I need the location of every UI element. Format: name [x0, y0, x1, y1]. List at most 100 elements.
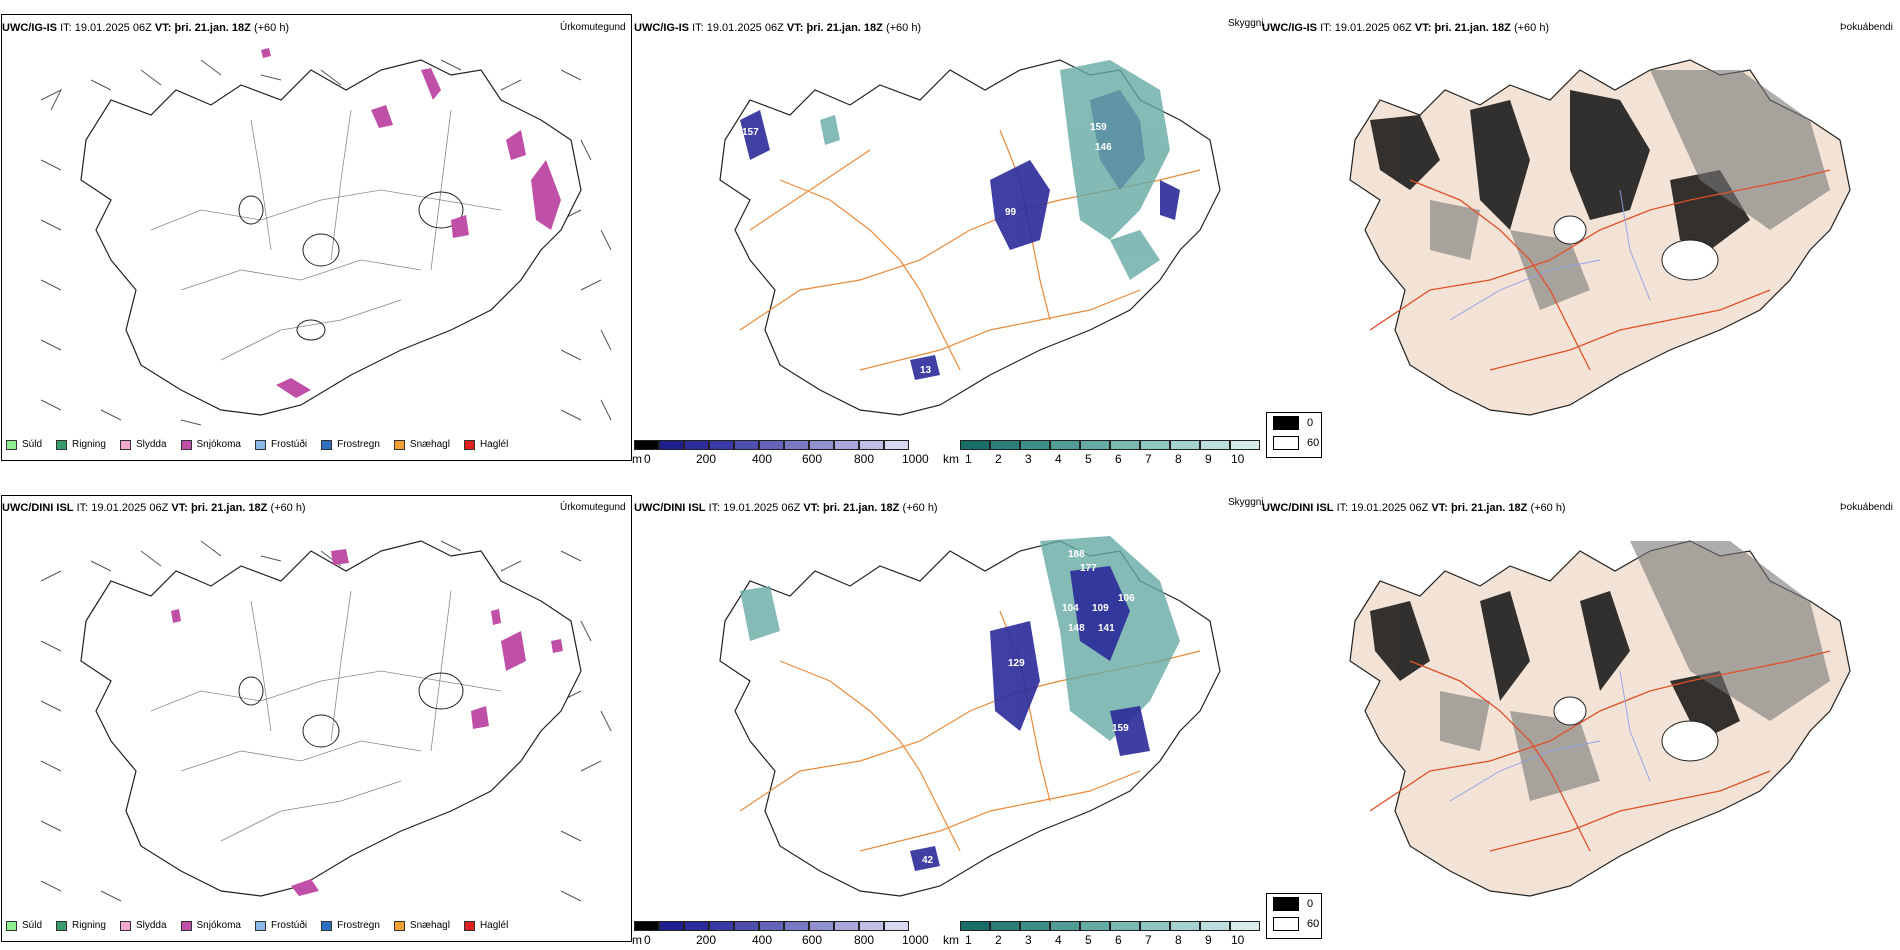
legend-swatch — [321, 439, 333, 450]
legend-item: Snjókoma — [180, 920, 241, 931]
ceiling-cbar-seg — [834, 921, 859, 931]
visibility-label: 109 — [1092, 603, 1109, 614]
ceiling-cbar-seg — [709, 921, 734, 931]
visibility-cbar-seg — [1020, 921, 1050, 931]
visibility-tick: 3 — [1025, 933, 1032, 947]
visibility-tick: 5 — [1085, 452, 1092, 466]
visibility-label: 139 — [1045, 172, 1062, 183]
visibility-label: 106 — [1118, 593, 1135, 604]
visibility-tick: 1 — [965, 452, 972, 466]
legend-swatch — [463, 920, 475, 931]
fog-title: Þokuábendi — [1840, 22, 1893, 33]
fog-key-row: 0 — [1267, 894, 1321, 914]
visibility-tick: 2 — [995, 933, 1002, 947]
fog-key: 0 60 — [1266, 893, 1322, 939]
visibility-cbar-seg — [1050, 440, 1080, 450]
ceiling-tick: 800 — [854, 452, 875, 466]
fog-key-row: 60 — [1267, 433, 1321, 453]
visibility-title: Skyggni — [1228, 18, 1264, 29]
visibility-label: 104 — [1062, 603, 1079, 614]
visibility-ticks: km 1 2 3 4 5 6 7 8 9 10 — [943, 452, 1263, 468]
ceiling-colorbar — [634, 921, 934, 931]
ceiling-cbar-seg — [884, 921, 909, 931]
visibility-tick: 3 — [1025, 452, 1032, 466]
precip-title: Úrkomutegund — [560, 22, 626, 33]
fog-key-swatch — [1273, 416, 1299, 430]
panel-header: UWC/DINI ISL IT: 19.01.2025 06Z VT: þri.… — [2, 502, 306, 514]
visibility-cbar-seg — [990, 440, 1020, 450]
fog-key-swatch — [1273, 917, 1299, 931]
visibility-label: 129 — [1008, 658, 1025, 669]
ceiling-cbar-seg — [759, 440, 784, 450]
panel-header: UWC/IG-IS IT: 19.01.2025 06Z VT: þri. 21… — [634, 22, 922, 34]
visibility-tick: 2 — [995, 452, 1002, 466]
visibility-cbar-seg — [1110, 921, 1140, 931]
visibility-colorbar — [960, 921, 1260, 931]
legend-item: Snjókoma — [180, 439, 241, 450]
visibility-label: 177 — [1080, 563, 1097, 574]
visibility-cbar-seg — [1230, 440, 1260, 450]
visibility-label: 159 — [1090, 122, 1107, 133]
ceiling-cbar-seg — [834, 440, 859, 450]
legend-swatch — [393, 920, 405, 931]
visibility-cbar-seg — [960, 921, 990, 931]
fog-key: 0 60 — [1266, 412, 1322, 458]
ceiling-tick: 200 — [696, 452, 717, 466]
visibility-cbar-seg — [1140, 440, 1170, 450]
visibility-tick: 6 — [1115, 933, 1122, 947]
visibility-ticks: km 1 2 3 4 5 6 7 8 9 10 — [943, 933, 1263, 949]
legend-item: Frostregn — [321, 439, 380, 450]
legend-swatch — [180, 920, 192, 931]
ceiling-tick: 1000 — [902, 452, 929, 466]
visibility-tick: 10 — [1231, 933, 1245, 947]
visibility-cbar-seg — [990, 921, 1020, 931]
ceiling-ticks: m 0 200 400 600 800 1000 — [632, 933, 942, 949]
visibility-label: 188 — [1068, 549, 1085, 560]
ceiling-cbar-seg — [784, 921, 809, 931]
visibility-map: 188 177 104 109 106 129 148 141 159 42 — [719, 536, 1221, 897]
fog-key-swatch — [1273, 436, 1299, 450]
visibility-tick: 6 — [1115, 452, 1122, 466]
precip-panel-frame — [1, 14, 632, 461]
visibility-tick: 1 — [965, 933, 972, 947]
visibility-label: 141 — [1098, 623, 1115, 634]
visibility-tick: 8 — [1175, 452, 1182, 466]
ceiling-tick: 1000 — [902, 933, 929, 947]
legend-item: Slydda — [119, 439, 167, 450]
fog-title: Þokuábendi — [1840, 502, 1893, 513]
panel-header: UWC/DINI ISL IT: 19.01.2025 06Z VT: þri.… — [634, 502, 938, 514]
ceiling-tick: 200 — [696, 933, 717, 947]
visibility-label: 159 — [1112, 723, 1129, 734]
legend-swatch — [463, 439, 475, 450]
ceiling-cbar-seg — [659, 921, 684, 931]
ceiling-cbar-seg — [884, 440, 909, 450]
legend-swatch — [254, 920, 266, 931]
visibility-tick: 5 — [1085, 933, 1092, 947]
ceiling-cbar-seg — [709, 440, 734, 450]
legend-item: Haglél — [463, 920, 508, 931]
legend-swatch — [180, 439, 192, 450]
legend-item: Rigning — [56, 920, 106, 931]
precip-panel-frame — [1, 495, 632, 942]
ceiling-cbar-seg — [734, 440, 759, 450]
legend-item: Frostúði — [254, 920, 307, 931]
visibility-tick: 9 — [1205, 933, 1212, 947]
ceiling-tick: 400 — [752, 452, 773, 466]
visibility-label: 231 — [725, 162, 742, 173]
legend-item: Frostregn — [321, 920, 380, 931]
panel-header: UWC/DINI ISL IT: 19.01.2025 06Z VT: þri.… — [1262, 502, 1566, 514]
ceiling-colorbar — [634, 440, 934, 450]
ceiling-tick: 400 — [752, 933, 773, 947]
precip-map — [40, 48, 612, 426]
visibility-unit: km — [943, 452, 959, 466]
ceiling-cbar-seg — [659, 440, 684, 450]
visibility-cbar-seg — [1050, 921, 1080, 931]
visibility-label: 13 — [920, 365, 932, 376]
legend-item: Slydda — [119, 920, 167, 931]
visibility-tick: 7 — [1145, 452, 1152, 466]
visibility-cbar-seg — [1110, 440, 1140, 450]
legend-item: Frostúði — [254, 439, 307, 450]
legend-item: Haglél — [463, 439, 508, 450]
precip-title: Úrkomutegund — [560, 502, 626, 513]
ceiling-cbar-seg — [809, 440, 834, 450]
